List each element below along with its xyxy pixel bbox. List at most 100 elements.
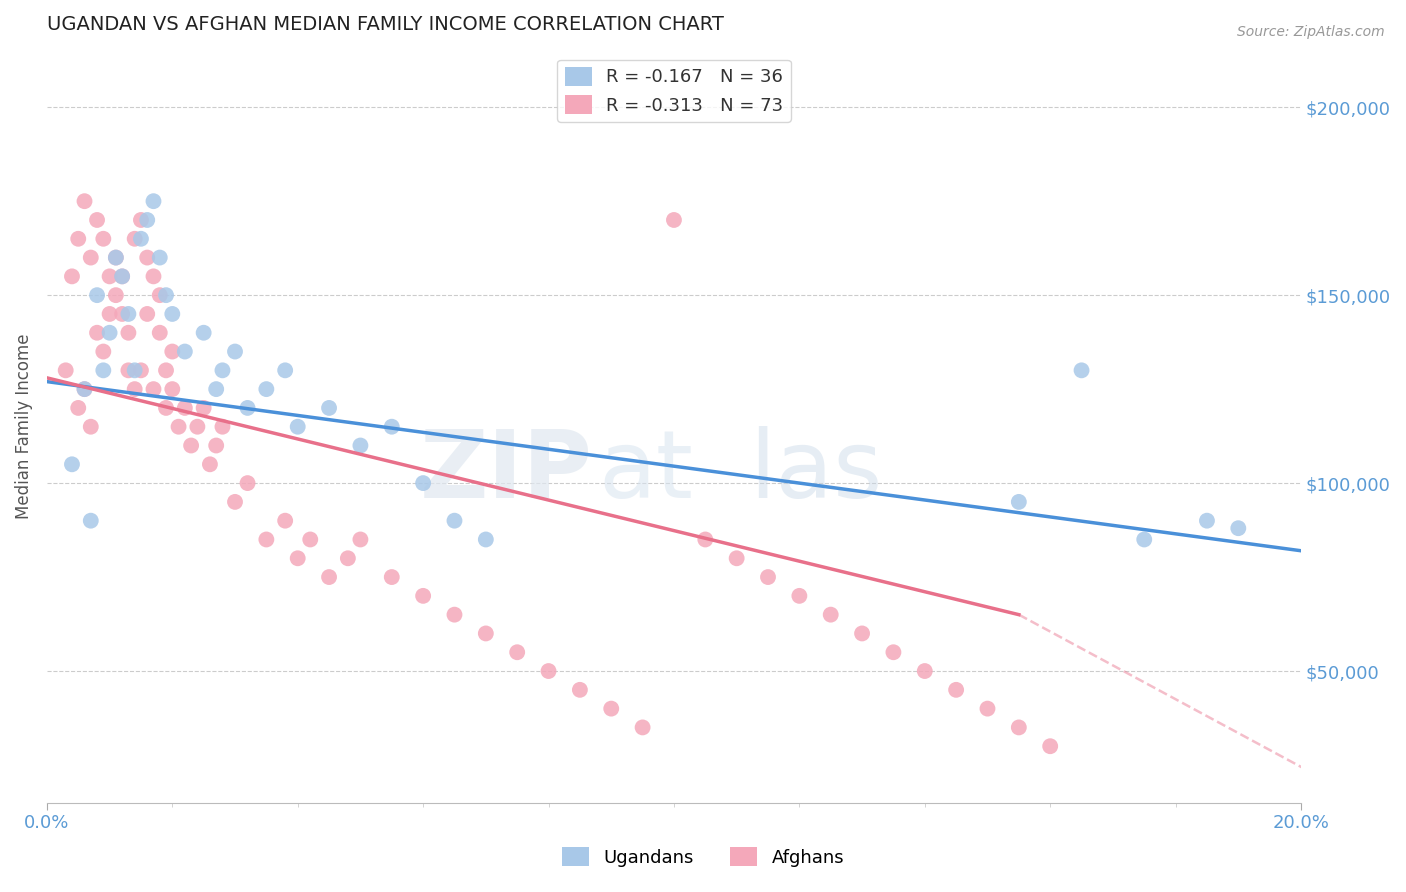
Point xyxy=(1070,363,1092,377)
Point xyxy=(475,533,498,547)
Point xyxy=(173,344,195,359)
Point xyxy=(67,232,90,246)
Point xyxy=(299,533,322,547)
Point xyxy=(111,269,134,284)
Point xyxy=(162,307,184,321)
Point xyxy=(568,682,591,697)
Point xyxy=(443,607,465,622)
Point xyxy=(86,326,108,340)
Point xyxy=(236,476,259,491)
Point xyxy=(149,251,172,265)
Point xyxy=(537,664,560,678)
Point xyxy=(91,232,114,246)
Point xyxy=(274,514,297,528)
Point xyxy=(211,419,233,434)
Point xyxy=(820,607,842,622)
Point xyxy=(73,382,96,396)
Point xyxy=(129,232,152,246)
Point xyxy=(129,213,152,227)
Point xyxy=(287,551,309,566)
Point xyxy=(136,307,159,321)
Point xyxy=(254,533,277,547)
Point xyxy=(274,363,297,377)
Point xyxy=(117,326,139,340)
Point xyxy=(142,194,165,209)
Point xyxy=(475,626,498,640)
Point xyxy=(124,232,146,246)
Point xyxy=(318,570,340,584)
Point xyxy=(851,626,873,640)
Point xyxy=(381,570,404,584)
Point xyxy=(506,645,529,659)
Point xyxy=(80,419,103,434)
Text: UGANDAN VS AFGHAN MEDIAN FAMILY INCOME CORRELATION CHART: UGANDAN VS AFGHAN MEDIAN FAMILY INCOME C… xyxy=(46,15,724,34)
Point xyxy=(67,401,90,415)
Text: las: las xyxy=(749,425,883,518)
Point xyxy=(662,213,685,227)
Point xyxy=(104,251,127,265)
Point xyxy=(1008,495,1031,509)
Legend: R = -0.167   N = 36, R = -0.313   N = 73: R = -0.167 N = 36, R = -0.313 N = 73 xyxy=(557,60,790,122)
Point xyxy=(631,720,654,734)
Point xyxy=(976,701,998,715)
Point xyxy=(224,344,246,359)
Point xyxy=(443,514,465,528)
Point xyxy=(198,458,221,472)
Point xyxy=(155,363,177,377)
Point xyxy=(129,363,152,377)
Text: ZIP: ZIP xyxy=(419,425,592,518)
Point xyxy=(80,251,103,265)
Point xyxy=(60,269,83,284)
Point xyxy=(412,589,434,603)
Point xyxy=(1133,533,1156,547)
Point xyxy=(349,438,371,452)
Point xyxy=(224,495,246,509)
Point xyxy=(1195,514,1218,528)
Point xyxy=(287,419,309,434)
Point xyxy=(142,382,165,396)
Point xyxy=(882,645,904,659)
Point xyxy=(80,514,103,528)
Point xyxy=(86,213,108,227)
Point xyxy=(104,288,127,302)
Point xyxy=(136,251,159,265)
Legend: Ugandans, Afghans: Ugandans, Afghans xyxy=(555,840,851,874)
Point xyxy=(756,570,779,584)
Point xyxy=(180,438,202,452)
Point xyxy=(124,363,146,377)
Point xyxy=(124,382,146,396)
Point xyxy=(91,363,114,377)
Point xyxy=(117,363,139,377)
Point xyxy=(600,701,623,715)
Point xyxy=(193,326,215,340)
Point xyxy=(155,401,177,415)
Point xyxy=(149,288,172,302)
Point xyxy=(55,363,77,377)
Point xyxy=(789,589,811,603)
Point xyxy=(111,269,134,284)
Point xyxy=(349,533,371,547)
Point xyxy=(111,307,134,321)
Point xyxy=(412,476,434,491)
Point xyxy=(205,382,228,396)
Point xyxy=(254,382,277,396)
Point xyxy=(193,401,215,415)
Point xyxy=(1008,720,1031,734)
Point xyxy=(336,551,359,566)
Point xyxy=(162,344,184,359)
Text: Source: ZipAtlas.com: Source: ZipAtlas.com xyxy=(1237,25,1385,39)
Point xyxy=(117,307,139,321)
Point xyxy=(86,288,108,302)
Point xyxy=(142,269,165,284)
Point xyxy=(236,401,259,415)
Y-axis label: Median Family Income: Median Family Income xyxy=(15,334,32,519)
Point xyxy=(1039,739,1062,754)
Point xyxy=(60,458,83,472)
Point xyxy=(205,438,228,452)
Point xyxy=(695,533,717,547)
Point xyxy=(186,419,208,434)
Point xyxy=(149,326,172,340)
Point xyxy=(914,664,936,678)
Point xyxy=(91,344,114,359)
Point xyxy=(162,382,184,396)
